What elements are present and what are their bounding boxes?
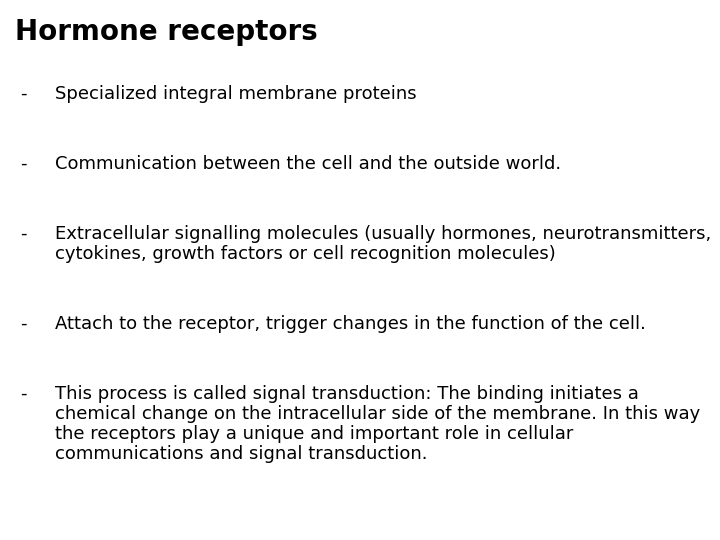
- Text: -: -: [20, 225, 27, 243]
- Text: -: -: [20, 385, 27, 403]
- Text: chemical change on the intracellular side of the membrane. In this way: chemical change on the intracellular sid…: [55, 405, 701, 423]
- Text: Hormone receptors: Hormone receptors: [15, 18, 318, 46]
- Text: the receptors play a unique and important role in cellular: the receptors play a unique and importan…: [55, 425, 573, 443]
- Text: Specialized integral membrane proteins: Specialized integral membrane proteins: [55, 85, 417, 103]
- Text: -: -: [20, 155, 27, 173]
- Text: Attach to the receptor, trigger changes in the function of the cell.: Attach to the receptor, trigger changes …: [55, 315, 646, 333]
- Text: -: -: [20, 315, 27, 333]
- Text: Extracellular signalling molecules (usually hormones, neurotransmitters,: Extracellular signalling molecules (usua…: [55, 225, 711, 243]
- Text: communications and signal transduction.: communications and signal transduction.: [55, 445, 428, 463]
- Text: This process is called signal transduction: The binding initiates a: This process is called signal transducti…: [55, 385, 639, 403]
- Text: Communication between the cell and the outside world.: Communication between the cell and the o…: [55, 155, 561, 173]
- Text: cytokines, growth factors or cell recognition molecules): cytokines, growth factors or cell recogn…: [55, 245, 556, 263]
- Text: -: -: [20, 85, 27, 103]
